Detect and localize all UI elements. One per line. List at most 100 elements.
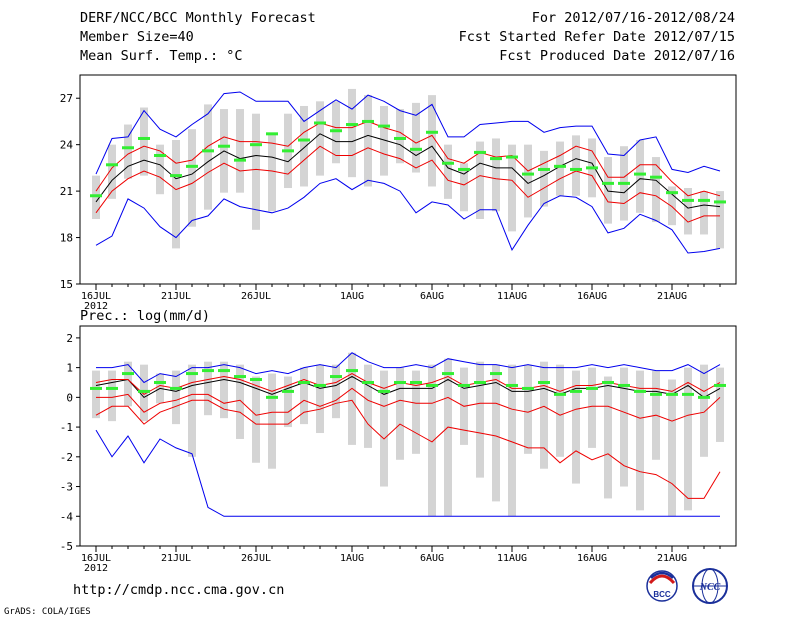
temp-spread-box — [716, 191, 724, 249]
temp-y-tick-label: 21 — [60, 185, 73, 198]
prec-median-marker — [154, 380, 166, 384]
prec-median-marker — [346, 369, 358, 373]
temp-x-tick-label: 16JUL — [81, 291, 111, 302]
temp-spread-box — [396, 109, 404, 164]
temp-median-marker — [266, 132, 278, 136]
prec-spread-box — [604, 376, 612, 499]
bcc-logo: BCC — [646, 570, 678, 602]
prec-x-tick-label: 1AUG — [340, 553, 364, 564]
temp-x-tick-label: 11AUG — [497, 291, 527, 302]
prec-y-tick-label: 2 — [66, 332, 73, 345]
temp-median-marker — [202, 149, 214, 153]
prec-median-marker — [522, 386, 534, 390]
temp-median-marker — [234, 158, 246, 162]
prec-spread-box — [316, 364, 324, 434]
temp-spread-box — [188, 129, 196, 227]
temp-spread-box — [668, 186, 676, 226]
prec-spread-box — [684, 367, 692, 511]
prec-median-marker — [426, 383, 438, 387]
prec-x-tick-label: 16JUL — [81, 553, 111, 564]
temp-median-marker — [314, 121, 326, 125]
source-url: http://cmdp.ncc.cma.gov.cn — [73, 582, 284, 598]
temp-median-marker — [618, 181, 630, 185]
prec-spread-box — [92, 370, 100, 419]
temp-median-marker — [698, 198, 710, 202]
prec-y-tick-label: -1 — [60, 421, 73, 434]
temp-spread-box — [156, 144, 164, 195]
temp-y-tick-label: 27 — [60, 92, 73, 105]
temp-y-tick-label: 18 — [60, 232, 73, 245]
chart-title: DERF/NCC/BCC Monthly Forecast — [80, 10, 316, 26]
prec-y-tick-label: -3 — [60, 481, 73, 494]
prec-median-marker — [90, 386, 102, 390]
temp-spread-box — [572, 135, 580, 196]
temp-spread-box — [140, 107, 148, 176]
prec-mean-line — [95, 375, 721, 399]
ncc-logo-text: NCC — [699, 582, 721, 593]
temp-spread-box — [460, 163, 468, 212]
prec-spread-box — [252, 376, 260, 463]
prec-spread-box — [300, 367, 308, 425]
prec-spread-box — [556, 364, 564, 457]
fcst-started-date: Fcst Started Refer Date 2012/07/15 — [458, 29, 735, 45]
prec-spread-box — [636, 370, 644, 511]
temp-spread-box — [268, 133, 276, 212]
bcc-logo-arc-blue-icon — [650, 571, 674, 579]
grads-credit: GrADS: COLA/IGES — [4, 607, 91, 617]
forecast-period: For 2012/07/16-2012/08/24 — [531, 10, 735, 26]
temp-spread-box — [332, 101, 340, 164]
temp-median-marker — [186, 164, 198, 168]
temp-spread-box — [700, 191, 708, 235]
temp-spread-box — [508, 144, 516, 232]
prec-median-marker — [266, 395, 278, 399]
prec-spread-box — [492, 364, 500, 502]
prec-median-marker — [218, 369, 230, 373]
prec-year-label: 2012 — [84, 563, 108, 574]
temp-median-marker — [250, 143, 262, 147]
prec-median-marker — [362, 380, 374, 384]
prec-median-marker — [650, 392, 662, 396]
prec-median-marker — [602, 380, 614, 384]
prec-spread-box — [620, 367, 628, 487]
prec-median-marker — [202, 369, 214, 373]
temp-median-marker — [474, 150, 486, 154]
prec-x-tick-label: 6AUG — [420, 553, 444, 564]
temp-y-tick-label: 24 — [60, 139, 74, 152]
prec-y-tick-label: -5 — [60, 540, 73, 553]
prec-spread-box — [220, 361, 228, 419]
temp-median-marker — [458, 167, 470, 171]
prec-median-marker — [330, 375, 342, 379]
temp-median-marker — [490, 157, 502, 161]
prec-spread-box — [524, 364, 532, 454]
prec-median-marker — [250, 378, 262, 382]
prec-spread-box — [716, 367, 724, 442]
prec-max-line — [96, 352, 721, 384]
temp-median-marker — [586, 166, 598, 170]
prec-spread-box — [444, 358, 452, 517]
temp-median-marker — [682, 198, 694, 202]
prec-x-tick-label: 21AUG — [657, 553, 687, 564]
temp-median-marker — [666, 191, 678, 195]
prec-y-tick-label: 1 — [66, 362, 73, 375]
prec-mean-plus-std-line — [95, 373, 721, 396]
prec-median-marker — [682, 392, 694, 396]
prec-spread-box — [572, 370, 580, 484]
prec-median-marker — [506, 383, 518, 387]
prec-median-marker — [618, 383, 630, 387]
temp-median-marker — [538, 167, 550, 171]
temp-spread-box — [92, 175, 100, 219]
bcc-logo-arc-red-icon — [648, 574, 676, 585]
temp-median-marker — [122, 146, 134, 150]
temp-median-marker — [602, 181, 614, 185]
temp-year-label: 2012 — [84, 301, 108, 312]
prec-spread-box — [332, 364, 340, 419]
temp-spread-box — [684, 188, 692, 235]
temp-x-tick-label: 21JUL — [161, 291, 191, 302]
prec-median-marker — [666, 392, 678, 396]
prec-spread-box — [540, 361, 548, 469]
temp-x-tick-label: 6AUG — [420, 291, 444, 302]
prec-median-marker — [570, 389, 582, 393]
temp-median-marker — [394, 136, 406, 140]
temp-max-line — [95, 91, 721, 175]
